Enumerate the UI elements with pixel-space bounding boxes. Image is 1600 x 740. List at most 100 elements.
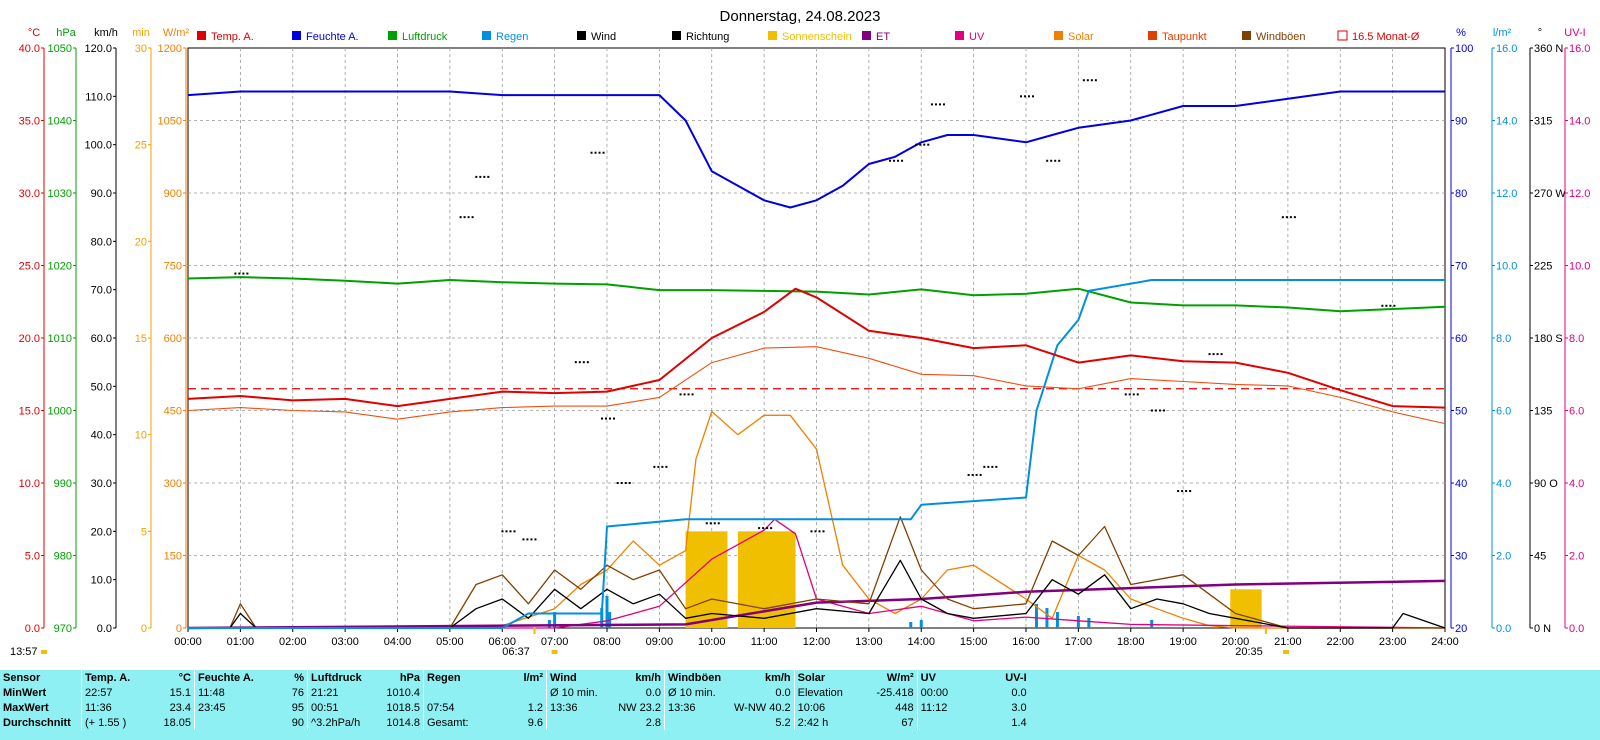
footer-time: 13:57 xyxy=(10,646,38,658)
legend-label: 16.5 Monat-Ø xyxy=(1352,31,1420,43)
left-tick-label: 20 xyxy=(135,236,147,248)
direction-dot xyxy=(758,527,761,530)
direction-dot xyxy=(1082,79,1085,82)
direction-dot xyxy=(602,151,605,154)
sunshine-bar xyxy=(685,531,728,628)
right-tick-label: 16.0 xyxy=(1569,43,1590,55)
direction-dot xyxy=(1020,95,1022,98)
rain-bar xyxy=(605,596,609,628)
stats-grid: Sensor Temp. A. °C Feuchte A. % Luftdruc… xyxy=(0,670,1030,730)
direction-dot xyxy=(1090,79,1093,82)
direction-dot xyxy=(501,530,504,533)
direction-dot xyxy=(1216,353,1219,356)
left-axes: 40.035.030.025.020.015.010.05.00.0105010… xyxy=(19,43,187,635)
legend-label: UV xyxy=(969,31,985,43)
direction-dot xyxy=(1285,216,1288,219)
axis-units: °C hPa km/h min W/m²% l/m² ° UV-I xyxy=(28,27,1586,39)
direction-dot xyxy=(1032,95,1034,98)
hum-time xyxy=(194,715,261,730)
direction-dot xyxy=(709,522,712,525)
gust-value: 0.0 xyxy=(775,686,791,699)
rain-bar xyxy=(909,622,913,628)
hdr-press-unit: hPa xyxy=(399,671,420,684)
direction-dot xyxy=(1385,304,1388,307)
x-tick-label: 23:00 xyxy=(1379,636,1407,648)
direction-dot xyxy=(1050,159,1053,162)
rain-bar xyxy=(600,608,604,628)
direction-dot xyxy=(971,473,974,476)
direction-dot xyxy=(889,159,892,162)
x-tick-label: 10:00 xyxy=(698,636,726,648)
direction-dot xyxy=(526,538,529,541)
direction-dot xyxy=(818,530,821,533)
left-tick-label: 30.0 xyxy=(91,478,112,490)
direction-dot xyxy=(1124,393,1127,396)
left-tick-label: 1200 xyxy=(158,43,182,55)
hum-value: 95 xyxy=(291,701,304,714)
left-tick-label: 1020 xyxy=(48,261,72,273)
right-tick-label: 45 xyxy=(1534,551,1546,563)
chart-title: Donnerstag, 24.08.2023 xyxy=(720,8,881,25)
direction-dot xyxy=(601,417,603,420)
uv-time: 11:12 xyxy=(916,700,984,715)
uv-value: 0.0 xyxy=(1011,686,1027,699)
right-tick-label: 40 xyxy=(1455,478,1467,490)
direction-dot xyxy=(459,216,462,219)
right-tick-label: 8.0 xyxy=(1496,333,1511,345)
left-tick-label: 600 xyxy=(164,333,182,345)
x-tick-label: 15:00 xyxy=(960,636,988,648)
gust-value: W-NW 40.2 xyxy=(734,701,791,714)
left-axis-unit: min xyxy=(132,27,150,39)
row-label: MinWert xyxy=(3,686,47,699)
left-tick-label: 1030 xyxy=(48,188,72,200)
legend-swatch xyxy=(388,31,397,40)
hdr-gust-unit: km/h xyxy=(764,671,791,684)
solar-time: Elevation xyxy=(793,685,861,700)
right-tick-label: 8.0 xyxy=(1569,333,1584,345)
legend-swatch xyxy=(672,31,681,40)
hdr-temp: Temp. A. xyxy=(81,670,148,685)
uv-value: 1.4 xyxy=(1011,716,1027,729)
left-tick-label: 1000 xyxy=(48,406,72,418)
grid-lines xyxy=(188,48,1445,628)
solar-time: 2:42 h xyxy=(793,715,861,730)
x-tick-label: 11:00 xyxy=(751,636,778,648)
direction-dot xyxy=(1177,490,1180,493)
direction-dot xyxy=(505,530,508,533)
press-time: 00:51 xyxy=(307,700,369,715)
direction-dot xyxy=(467,216,470,219)
direction-dot xyxy=(1028,95,1030,98)
wind-time xyxy=(546,715,608,730)
legend-swatch xyxy=(955,31,964,40)
direction-dot xyxy=(1393,304,1396,307)
right-tick-label: 12.0 xyxy=(1496,188,1517,200)
direction-dot xyxy=(1181,490,1184,493)
rain-bar xyxy=(1034,604,1038,628)
left-axis-unit: W/m² xyxy=(163,27,190,39)
direction-dot xyxy=(1094,79,1097,82)
wind-time: 13:36 xyxy=(546,700,608,715)
legend-label: Solar xyxy=(1068,31,1094,43)
right-tick-label: 16.0 xyxy=(1496,43,1517,55)
left-axis-unit: °C xyxy=(28,27,40,39)
right-tick-label: 360 N xyxy=(1534,43,1563,55)
direction-dot xyxy=(822,530,825,533)
direction-dot xyxy=(683,393,686,396)
hdr-uv-unit: UV-I xyxy=(1005,671,1027,684)
direction-dot xyxy=(1212,353,1215,356)
direction-dot xyxy=(983,465,986,468)
left-tick-label: 990 xyxy=(54,478,72,490)
temp-time: (+ 1.55 ) xyxy=(81,715,148,730)
direction-dot xyxy=(1289,216,1292,219)
left-tick-label: 90.0 xyxy=(91,188,112,200)
direction-dot xyxy=(679,393,682,396)
right-tick-label: 225 xyxy=(1534,261,1552,273)
left-tick-label: 980 xyxy=(54,551,72,563)
legend-swatch xyxy=(1148,31,1157,40)
direction-dot xyxy=(897,159,900,162)
left-tick-label: 40.0 xyxy=(19,43,40,55)
direction-dot xyxy=(628,482,631,484)
solar-value: 448 xyxy=(895,701,914,714)
series-layer xyxy=(187,79,1446,630)
x-tick-label: 01:00 xyxy=(227,636,255,648)
